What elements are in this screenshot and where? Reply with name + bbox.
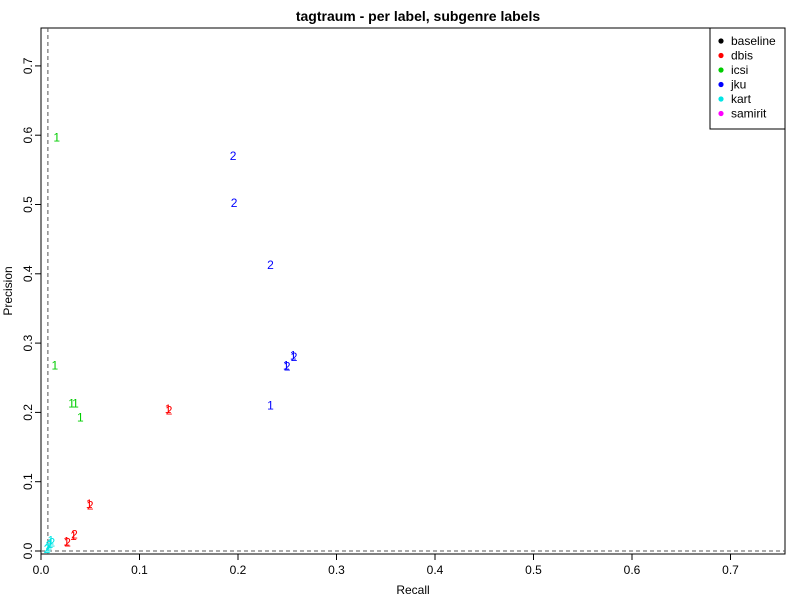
x-tick-label: 0.6 bbox=[624, 563, 641, 577]
legend-marker-kart bbox=[718, 96, 724, 102]
data-point-jku: 1 bbox=[267, 398, 274, 412]
y-tick-label: 0.6 bbox=[21, 127, 35, 144]
legend-label-baseline: baseline bbox=[731, 34, 776, 48]
y-tick-label: 0.0 bbox=[21, 542, 35, 559]
legend-label-kart: kart bbox=[731, 92, 752, 106]
y-tick-label: 0.4 bbox=[21, 265, 35, 282]
y-tick-label: 0.5 bbox=[21, 196, 35, 213]
data-point-kart: 2 bbox=[48, 536, 55, 550]
data-point-dbis: 2 bbox=[71, 527, 78, 541]
legend-marker-icsi bbox=[718, 67, 724, 73]
legend-label-dbis: dbis bbox=[731, 49, 753, 63]
legend-label-samirit: samirit bbox=[731, 107, 767, 121]
legend-marker-jku bbox=[718, 81, 724, 88]
data-point-jku: 2 bbox=[230, 149, 237, 163]
data-point-dbis: 1 bbox=[165, 402, 172, 416]
x-tick-label: 0.2 bbox=[230, 563, 247, 577]
x-tick-label: 0.0 bbox=[33, 563, 50, 577]
data-point-kart: 1 bbox=[47, 537, 54, 551]
data-point-jku: 1 bbox=[290, 349, 297, 363]
x-tick-label: 0.3 bbox=[328, 563, 345, 577]
data-point-dbis: 2 bbox=[64, 536, 71, 550]
data-point-icsi: 1 bbox=[72, 396, 79, 410]
y-tick-label: 0.2 bbox=[21, 404, 35, 421]
x-axis: 0.0 0.1 0.2 0.3 0.4 0.5 0.6 0.7 bbox=[33, 554, 739, 577]
data-point-icsi: 1 bbox=[53, 130, 60, 144]
y-axis: 0.0 0.1 0.2 0.3 0.4 0.5 0.6 0.7 bbox=[21, 57, 41, 559]
data-point-dbis: 1 bbox=[86, 497, 93, 511]
data-point-jku: 1 bbox=[283, 358, 290, 372]
data-point-dbis: 2 bbox=[87, 498, 94, 512]
legend-marker-samirit bbox=[718, 110, 724, 117]
y-axis-label: Precision bbox=[1, 266, 15, 315]
data-point-jku: 2 bbox=[291, 350, 298, 364]
data-point-kart: 1 bbox=[48, 534, 55, 548]
data-point-dbis: 1 bbox=[70, 529, 77, 543]
y-tick-label: 0.1 bbox=[21, 473, 35, 490]
legend-label-icsi: icsi bbox=[731, 63, 748, 77]
data-point-kart: 1 bbox=[45, 541, 52, 555]
data-point-jku: 2 bbox=[284, 360, 291, 374]
reference-lines bbox=[41, 28, 785, 554]
legend-label-jku: jku bbox=[730, 78, 746, 92]
chart-title: tagtraum - per label, subgenre labels bbox=[296, 8, 541, 24]
plot-frame bbox=[40, 27, 786, 555]
data-point-icsi: 1 bbox=[77, 410, 84, 424]
data-point-kart: 2 bbox=[44, 542, 51, 556]
x-tick-label: 0.5 bbox=[525, 563, 542, 577]
x-axis-label: Recall bbox=[396, 583, 429, 597]
y-tick-label: 0.7 bbox=[21, 57, 35, 74]
legend-marker-baseline bbox=[718, 38, 724, 44]
data-point-jku: 2 bbox=[231, 196, 238, 210]
legend-marker-dbis bbox=[718, 52, 724, 59]
data-point-dbis: 1 bbox=[63, 534, 70, 548]
data-point-kart: 2 bbox=[46, 538, 53, 552]
data-point-icsi: 1 bbox=[51, 358, 58, 372]
x-tick-label: 0.4 bbox=[427, 563, 444, 577]
x-tick-label: 0.1 bbox=[131, 563, 148, 577]
data-point-jku: 2 bbox=[267, 258, 274, 272]
legend-box bbox=[709, 27, 786, 130]
data-point-dbis: 2 bbox=[166, 403, 173, 417]
data-point-icsi: 1 bbox=[68, 396, 75, 410]
x-tick-label: 0.7 bbox=[722, 563, 739, 577]
y-tick-label: 0.3 bbox=[21, 334, 35, 351]
